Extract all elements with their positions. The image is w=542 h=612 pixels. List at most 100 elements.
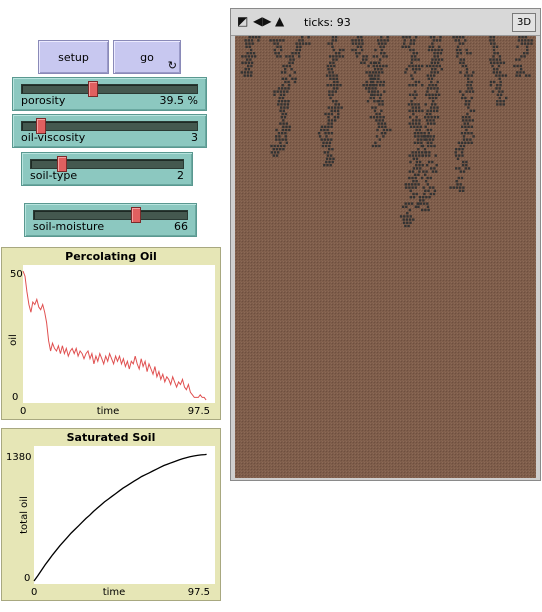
oil-patch — [296, 45, 299, 48]
oil-patch — [381, 119, 384, 122]
oil-patch — [412, 167, 416, 170]
oil-patch — [284, 100, 287, 103]
oil-patch — [426, 183, 429, 186]
slider-value: 66 — [174, 220, 188, 233]
oil-patch — [501, 74, 504, 77]
oil-patch — [379, 84, 382, 87]
oil-patch — [462, 186, 465, 189]
oil-patch — [420, 141, 423, 144]
oil-patch — [415, 180, 418, 183]
oil-patch — [277, 151, 280, 154]
oil-patch — [324, 112, 327, 116]
oil-patch — [414, 173, 417, 176]
slider-track[interactable] — [33, 207, 188, 223]
oil-patch — [272, 148, 275, 151]
oil-patch — [465, 116, 468, 119]
oil-patch — [472, 71, 475, 74]
oil-patch — [428, 154, 431, 157]
oil-patches — [240, 36, 533, 228]
slider-thumb[interactable] — [57, 156, 68, 172]
oil-patch — [327, 119, 330, 122]
oil-patch — [279, 141, 282, 144]
oil-patch — [466, 138, 469, 141]
arrows-horizontal-icon[interactable]: ◀▶ — [253, 14, 272, 28]
oil-patch — [335, 77, 338, 80]
oil-patch — [426, 202, 429, 205]
oil-patch — [355, 52, 358, 55]
slider-soil-type[interactable]: soil-type 2 — [21, 152, 193, 186]
oil-patch — [416, 138, 420, 141]
oil-patch — [412, 180, 415, 183]
slider-oil-viscosity[interactable]: oil-viscosity 3 — [12, 114, 207, 148]
oil-patch — [429, 135, 432, 138]
oil-patch — [467, 125, 470, 128]
slider-track[interactable] — [21, 118, 198, 134]
oil-patch — [285, 122, 288, 125]
oil-patch — [523, 42, 527, 45]
oil-patch — [489, 39, 492, 42]
oil-patch — [489, 61, 493, 64]
oil-patch — [329, 77, 332, 80]
oil-patch — [250, 61, 254, 64]
slider-track[interactable] — [21, 81, 198, 97]
oil-patch — [281, 132, 284, 135]
oil-patch — [405, 186, 408, 189]
slider-porosity[interactable]: porosity 39.5 % — [12, 77, 207, 111]
oil-patch — [516, 71, 519, 74]
oil-patch — [471, 119, 474, 122]
oil-patch — [279, 55, 282, 58]
oil-patch — [464, 74, 467, 77]
oil-patch — [458, 42, 462, 45]
3d-view-button[interactable]: 3D — [512, 13, 536, 32]
oil-patch — [284, 138, 288, 141]
oil-patch — [301, 42, 305, 45]
oil-patch — [249, 58, 252, 61]
oil-patch — [433, 87, 436, 90]
oil-patch — [279, 93, 283, 96]
oil-patch — [328, 93, 331, 96]
oil-patch — [406, 221, 409, 224]
oil-patch — [437, 58, 441, 61]
oil-patch — [382, 80, 386, 84]
oil-patch — [417, 148, 420, 151]
oil-patch — [254, 55, 257, 58]
oil-patch — [287, 100, 290, 103]
oil-patch — [273, 93, 276, 96]
oil-patch — [380, 48, 384, 52]
oil-patch — [421, 109, 424, 112]
oil-patch — [456, 45, 460, 48]
oil-patch — [279, 90, 283, 93]
oil-patch — [291, 52, 294, 55]
world-canvas[interactable] — [235, 36, 536, 478]
oil-patch — [462, 119, 465, 122]
slider-track[interactable] — [30, 156, 184, 172]
slider-thumb[interactable] — [88, 81, 98, 97]
oil-patch — [280, 48, 283, 52]
oil-patch — [375, 55, 379, 58]
go-button[interactable]: go ↻ — [113, 40, 181, 74]
oil-patch — [527, 39, 530, 42]
oil-patch — [358, 52, 361, 55]
oil-patch — [341, 55, 345, 58]
oil-patch — [405, 68, 408, 71]
oil-patch — [366, 100, 370, 103]
oil-patch — [335, 74, 338, 77]
oil-patch — [377, 42, 381, 45]
oil-patch — [328, 71, 331, 74]
oil-patch — [320, 125, 324, 128]
oil-patch — [330, 138, 333, 141]
oil-patch — [336, 80, 339, 84]
oil-patch — [298, 39, 301, 42]
slider-soil-moisture[interactable]: soil-moisture 66 — [24, 203, 197, 237]
series-line-oil — [22, 270, 207, 401]
slider-thumb[interactable] — [130, 207, 141, 223]
oil-patch — [409, 125, 413, 128]
oil-patch — [422, 186, 425, 189]
arrows-vertical-icon[interactable]: ▲ — [275, 14, 285, 28]
oil-patch — [459, 58, 462, 61]
oil-patch — [327, 132, 330, 135]
resize-icon[interactable]: ◩ — [237, 14, 249, 28]
setup-button[interactable]: setup — [38, 40, 109, 74]
oil-patch — [499, 93, 503, 96]
slider-thumb[interactable] — [35, 118, 46, 134]
